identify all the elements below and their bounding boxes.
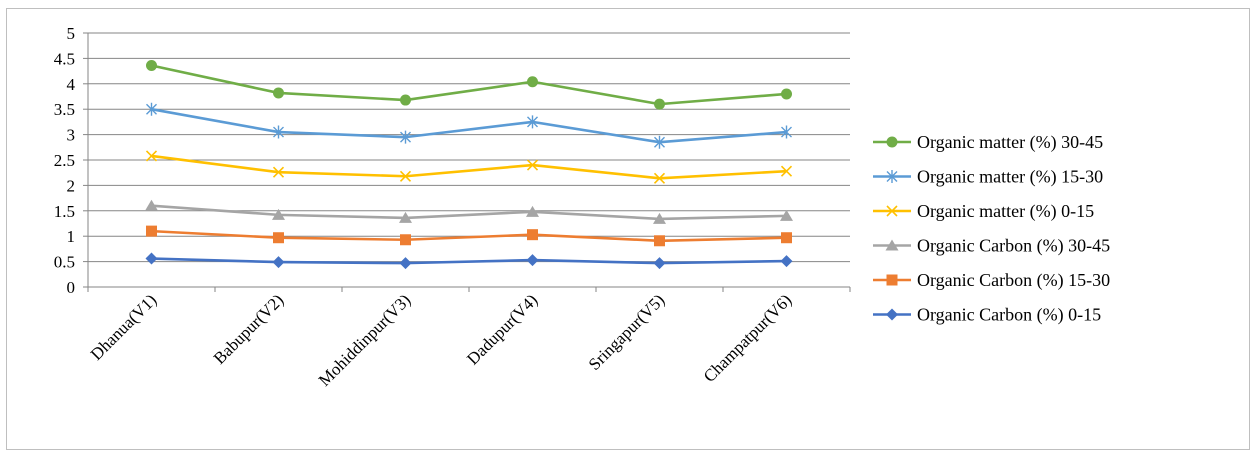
series-path (151, 257, 787, 265)
series-path (151, 107, 787, 144)
data-point (654, 235, 665, 247)
data-point (400, 130, 411, 144)
data-point (886, 308, 898, 321)
data-point (527, 76, 538, 88)
data-point (272, 166, 285, 178)
legend-item: Organic Carbon (%) 0-15 (873, 305, 1101, 326)
data-point (653, 257, 666, 270)
data-point (526, 159, 539, 171)
data-point (886, 205, 898, 217)
x-tick-label: Dhanua(V1) (87, 290, 161, 364)
data-point (145, 150, 158, 162)
data-point (886, 136, 898, 148)
legend-item: Organic matter (%) 0-15 (873, 201, 1094, 222)
series-line (146, 225, 792, 247)
y-tick-label: 2 (67, 176, 76, 195)
data-point (886, 274, 898, 286)
data-point (781, 88, 792, 100)
legend-item: Organic Carbon (%) 15-30 (873, 270, 1110, 291)
chart-frame: 0 0.5 1 1.5 2 2.5 3 3.5 4 4.5 5 Dhanua(V1) Babupur(V… (6, 8, 1250, 450)
data-point (399, 211, 412, 223)
legend-label: Organic Carbon (%) 15-30 (917, 270, 1110, 291)
y-tick-label: 3.5 (54, 100, 75, 119)
series-line (145, 252, 793, 270)
data-point (273, 87, 284, 99)
series-line (146, 102, 792, 149)
legend-label: Organic Carbon (%) 30-45 (917, 236, 1110, 257)
data-point (526, 254, 539, 267)
data-point (526, 205, 539, 217)
legend: Organic matter (%) 30-45 Organic matter (… (873, 132, 1110, 326)
data-point (399, 257, 412, 270)
gridlines (88, 32, 850, 263)
legend-label: Organic Carbon (%) 0-15 (917, 305, 1101, 326)
y-tick-label: 5 (67, 24, 76, 43)
series-line (145, 150, 793, 184)
legend-label: Organic matter (%) 0-15 (917, 201, 1094, 222)
series-path (151, 64, 787, 106)
series-line (145, 199, 793, 224)
legend-label: Organic matter (%) 15-30 (917, 167, 1103, 188)
series-path (151, 154, 787, 180)
data-point (146, 225, 157, 237)
data-point (527, 115, 538, 129)
data-point (146, 102, 157, 116)
data-point (399, 170, 412, 182)
y-tick-label: 4.5 (54, 49, 75, 68)
legend-item: Organic matter (%) 15-30 (873, 167, 1103, 188)
series-lines (145, 60, 793, 270)
y-tick-label: 1 (67, 227, 76, 246)
data-point (273, 232, 284, 244)
x-tick-label: Sringapur(V5) (585, 290, 669, 374)
series-path (151, 204, 787, 221)
data-point (400, 94, 411, 106)
data-point (653, 212, 666, 224)
y-tick-label: 4 (67, 75, 76, 94)
data-point (780, 255, 793, 268)
y-tick-label: 0 (67, 278, 76, 297)
series-line (146, 60, 792, 110)
series-path (151, 229, 787, 243)
data-point (780, 209, 793, 221)
data-point (400, 234, 411, 246)
data-point (272, 208, 285, 220)
y-tick-label: 0.5 (54, 253, 75, 272)
data-point (886, 170, 898, 183)
data-point (145, 252, 158, 265)
legend-label: Organic matter (%) 30-45 (917, 132, 1103, 153)
line-chart: 0 0.5 1 1.5 2 2.5 3 3.5 4 4.5 5 Dhanua(V1) Babupur(V… (54, 24, 1110, 390)
x-tick-label: Mohiddinpur(V3) (315, 290, 415, 390)
data-point (885, 239, 899, 251)
legend-item: Organic matter (%) 30-45 (873, 132, 1103, 153)
y-tick-label: 3 (67, 126, 76, 145)
data-point (653, 172, 666, 184)
legend-item: Organic Carbon (%) 30-45 (873, 236, 1110, 257)
data-point (780, 165, 793, 177)
data-point (654, 98, 665, 110)
x-tick-label: Dadupur(V4) (463, 290, 541, 368)
y-tick-label: 2.5 (54, 151, 75, 170)
x-tick-label: Champatpur(V6) (700, 290, 796, 386)
x-tick-label: Babupur(V2) (210, 290, 288, 368)
data-point (781, 232, 792, 244)
data-point (145, 199, 158, 211)
data-point (781, 125, 792, 139)
data-point (654, 135, 665, 149)
data-point (146, 60, 157, 72)
y-tick-label: 1.5 (54, 202, 75, 221)
data-point (272, 256, 285, 269)
data-point (527, 229, 538, 241)
data-point (273, 125, 284, 139)
